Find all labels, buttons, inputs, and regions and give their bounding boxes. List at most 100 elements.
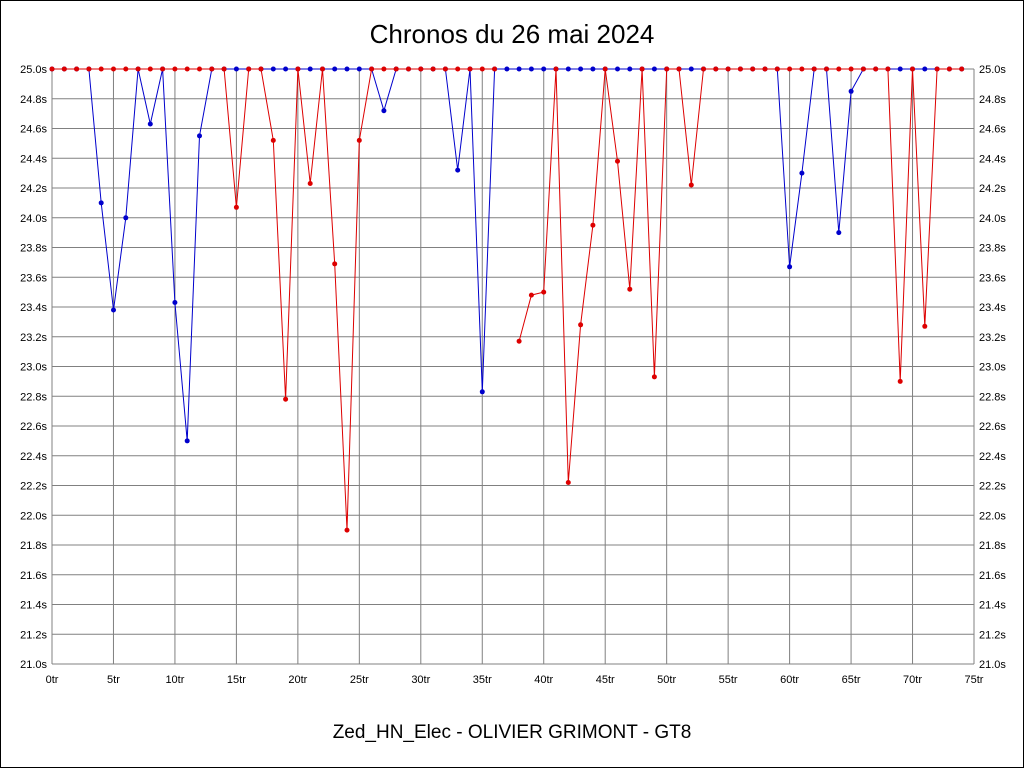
- data-point-red-driver-laptimes: [61, 66, 67, 72]
- x-axis-tick-label: 25tr: [350, 674, 369, 686]
- y-axis-tick-label-left: 21.0s: [20, 659, 47, 671]
- data-point-red-driver-laptimes: [885, 66, 891, 72]
- x-axis-tick-label: 50tr: [657, 674, 676, 686]
- y-axis-tick-label-right: 23.4s: [979, 302, 1006, 314]
- data-point-red-driver-laptimes: [787, 66, 793, 72]
- data-point-red-driver-laptimes: [922, 323, 928, 329]
- y-axis-tick-label-left: 21.2s: [20, 629, 47, 641]
- y-axis-tick-label-left: 21.8s: [20, 540, 47, 552]
- y-axis-tick-label-left: 24.0s: [20, 213, 47, 225]
- y-axis-tick-label-left: 21.4s: [20, 600, 47, 612]
- data-point-blue-driver-laptimes: [270, 66, 276, 72]
- data-point-red-driver-laptimes: [860, 66, 866, 72]
- y-axis-tick-label-right: 21.2s: [979, 629, 1006, 641]
- data-point-blue-driver-laptimes: [651, 66, 657, 72]
- y-axis-tick-label-right: 21.4s: [979, 600, 1006, 612]
- data-point-blue-driver-laptimes: [578, 66, 584, 72]
- y-axis-tick-label-right: 23.0s: [979, 362, 1006, 374]
- data-point-red-driver-laptimes: [430, 66, 436, 72]
- data-point-blue-driver-laptimes: [111, 307, 116, 313]
- data-point-red-driver-laptimes: [307, 181, 313, 186]
- data-point-red-driver-laptimes: [897, 378, 903, 384]
- data-point-red-driver-laptimes: [123, 66, 129, 72]
- y-axis-tick-label-right: 21.0s: [979, 659, 1006, 671]
- data-point-red-driver-laptimes: [270, 137, 276, 143]
- y-axis-tick-label-right: 21.6s: [979, 570, 1006, 582]
- data-point-red-driver-laptimes: [910, 66, 915, 72]
- data-point-red-driver-laptimes: [356, 137, 362, 143]
- data-point-red-driver-laptimes: [184, 66, 190, 72]
- x-axis-tick-label: 35tr: [473, 674, 492, 686]
- data-point-blue-driver-laptimes: [528, 66, 534, 72]
- data-point-red-driver-laptimes: [467, 66, 473, 72]
- data-point-red-driver-laptimes: [98, 66, 104, 72]
- data-point-red-driver-laptimes: [750, 66, 756, 72]
- x-axis-tick-label: 30tr: [411, 674, 430, 686]
- y-axis-tick-label-right: 22.4s: [979, 451, 1006, 463]
- y-axis-tick-label-right: 24.6s: [979, 124, 1006, 136]
- data-point-red-driver-laptimes: [86, 66, 92, 72]
- data-point-red-driver-laptimes: [295, 66, 301, 72]
- x-axis-tick-label: 15tr: [227, 674, 246, 686]
- data-point-blue-driver-laptimes: [184, 438, 190, 444]
- x-axis-tick-label: 45tr: [596, 674, 615, 686]
- data-point-blue-driver-laptimes: [848, 88, 854, 94]
- data-point-blue-driver-laptimes: [479, 389, 485, 395]
- x-axis-tick-label: 55tr: [719, 674, 738, 686]
- y-axis-tick-label-left: 23.2s: [20, 332, 47, 344]
- data-point-blue-driver-laptimes: [356, 66, 362, 72]
- data-point-red-driver-laptimes: [934, 66, 940, 72]
- data-point-blue-driver-laptimes: [123, 215, 129, 221]
- y-axis-tick-label-right: 25.0s: [979, 64, 1006, 76]
- data-point-red-driver-laptimes: [283, 396, 289, 402]
- y-axis-tick-label-left: 21.6s: [20, 570, 47, 582]
- y-axis-tick-label-right: 24.4s: [979, 153, 1006, 165]
- data-point-red-driver-laptimes: [639, 66, 645, 72]
- data-point-blue-driver-laptimes: [516, 66, 522, 72]
- data-point-red-driver-laptimes: [713, 66, 719, 72]
- data-point-red-driver-laptimes: [578, 322, 584, 328]
- y-axis-tick-label-left: 23.0s: [20, 362, 47, 374]
- data-point-red-driver-laptimes: [332, 261, 338, 267]
- x-axis-tick-label: 5tr: [107, 674, 120, 686]
- data-point-red-driver-laptimes: [737, 66, 743, 72]
- data-point-blue-driver-laptimes: [615, 66, 620, 72]
- data-point-red-driver-laptimes: [393, 66, 399, 72]
- data-point-red-driver-laptimes: [258, 66, 264, 72]
- data-point-red-driver-laptimes: [799, 66, 805, 72]
- data-point-blue-driver-laptimes: [172, 300, 178, 305]
- data-point-red-driver-laptimes: [49, 66, 55, 72]
- y-axis-tick-label-right: 24.8s: [979, 94, 1006, 106]
- chart-footer: Zed_HN_Elec - OLIVIER GRIMONT - GT8: [332, 722, 692, 743]
- data-point-red-driver-laptimes: [553, 66, 559, 72]
- y-axis-tick-label-left: 22.6s: [20, 421, 47, 433]
- y-axis-tick-label-left: 22.0s: [20, 510, 47, 522]
- x-axis-tick-label: 0tr: [46, 674, 59, 686]
- data-point-red-driver-laptimes: [147, 66, 153, 72]
- y-axis-tick-label-right: 22.8s: [979, 391, 1006, 403]
- data-point-red-driver-laptimes: [418, 66, 424, 72]
- data-point-blue-driver-laptimes: [836, 230, 842, 236]
- data-point-blue-driver-laptimes: [233, 66, 239, 72]
- data-point-blue-driver-laptimes: [799, 170, 805, 176]
- x-axis-tick-label: 75tr: [965, 674, 984, 686]
- data-point-red-driver-laptimes: [233, 204, 239, 210]
- data-point-red-driver-laptimes: [836, 66, 842, 72]
- y-axis-tick-label-left: 23.8s: [20, 243, 47, 255]
- data-point-blue-driver-laptimes: [787, 264, 793, 270]
- x-axis-tick-label: 10tr: [165, 674, 184, 686]
- data-point-red-driver-laptimes: [701, 66, 706, 72]
- series-line-red-driver-laptimes: [52, 68, 962, 531]
- data-point-red-driver-laptimes: [406, 66, 411, 72]
- data-point-red-driver-laptimes: [615, 158, 620, 164]
- data-point-red-driver-laptimes: [492, 66, 498, 72]
- data-point-red-driver-laptimes: [811, 66, 817, 72]
- y-axis-tick-label-right: 22.6s: [979, 421, 1006, 433]
- data-point-blue-driver-laptimes: [565, 66, 571, 72]
- data-point-blue-driver-laptimes: [455, 167, 461, 173]
- data-point-blue-driver-laptimes: [344, 66, 350, 72]
- y-axis-tick-label-right: 23.2s: [979, 332, 1006, 344]
- x-axis-tick-label: 20tr: [288, 674, 307, 686]
